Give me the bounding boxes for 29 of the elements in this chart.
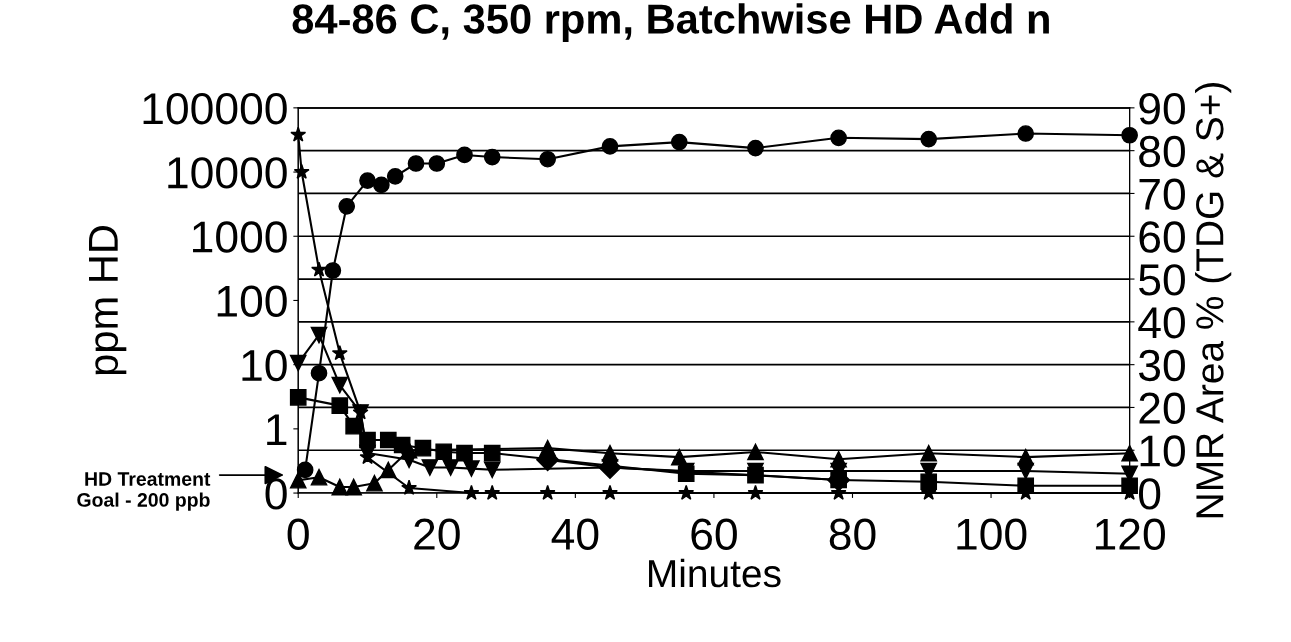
x-tick-label: 80 — [829, 518, 876, 551]
y2-tick-label: 70 — [1139, 178, 1185, 210]
y2-tick-label: 90 — [1139, 92, 1185, 125]
y2-tick-label: 30 — [1138, 349, 1185, 382]
x-tick-label: 40 — [551, 518, 599, 551]
y2-axis-title: NMR Area % (TDG & S+) — [1195, 82, 1232, 518]
y2-tick-label: 80 — [1139, 135, 1185, 168]
y-tick-label: 100000 — [143, 92, 287, 125]
y-axis-title: ppm HD — [89, 226, 127, 375]
x-axis-title: Minutes — [649, 558, 781, 588]
x-tick-label: 120 — [1095, 518, 1165, 551]
y2-tick-label: 10 — [1140, 435, 1185, 467]
y2-tick-label: 40 — [1138, 306, 1185, 339]
y-tick-label: 0 — [265, 478, 287, 510]
y2-tick-label: 60 — [1139, 221, 1185, 253]
y2-tick-label: 20 — [1139, 392, 1185, 424]
y-tick-label: 1000 — [193, 221, 287, 253]
x-tick-label: 20 — [414, 518, 460, 551]
y-tick-label: 1 — [267, 414, 287, 445]
y-tick-label: 10000 — [168, 157, 287, 189]
y-tick-label: 100 — [217, 285, 287, 317]
y-tick-label: 10 — [242, 349, 287, 382]
y2-tick-label: 50 — [1139, 264, 1185, 296]
chart-title: 84-86 C, 350 rpm, Batchwise HD Add n — [292, 3, 1049, 43]
text: HD Treatment Goal - 200 ppb — [77, 472, 211, 511]
x-tick-label: 0 — [287, 518, 309, 551]
x-tick-label: 100 — [957, 518, 1027, 551]
y2-tick-label: 0 — [1139, 478, 1161, 510]
x-tick-label: 60 — [691, 518, 737, 551]
